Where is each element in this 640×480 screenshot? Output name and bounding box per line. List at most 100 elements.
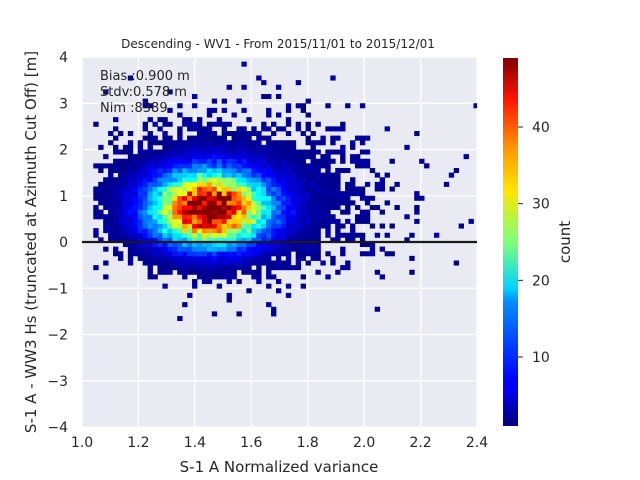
heatmap-cell — [108, 205, 114, 211]
heatmap-cell — [310, 163, 316, 169]
heatmap-cell — [182, 251, 188, 257]
chart-title: Descending - WV1 - From 2015/11/01 to 20… — [121, 37, 435, 51]
heatmap-cell — [325, 172, 331, 178]
heatmap-cell — [261, 205, 267, 211]
heatmap-cell — [271, 260, 277, 266]
heatmap-cell — [261, 200, 267, 206]
heatmap-cell — [320, 223, 326, 229]
heatmap-cell — [206, 195, 213, 201]
x-tick-label: 1.8 — [297, 435, 319, 451]
heatmap-cell — [192, 251, 198, 257]
heatmap-cell — [108, 131, 114, 137]
heatmap-cell — [216, 283, 223, 289]
heatmap-cell — [350, 154, 356, 160]
heatmap-cell — [172, 260, 178, 266]
heatmap-cell — [295, 260, 302, 266]
heatmap-cell — [127, 131, 134, 137]
heatmap-cell — [147, 237, 153, 243]
heatmap-cell — [266, 168, 272, 174]
heatmap-cell — [246, 200, 252, 206]
heatmap-cell — [206, 237, 213, 243]
heatmap-cell — [142, 172, 148, 178]
heatmap-cell — [152, 242, 158, 248]
heatmap-cell — [201, 172, 208, 178]
heatmap-cell — [256, 163, 262, 169]
heatmap-cell — [369, 251, 376, 257]
heatmap-cell — [108, 172, 114, 178]
heatmap-cell — [152, 214, 158, 220]
heatmap-cell — [201, 242, 208, 248]
heatmap-cell — [177, 214, 183, 220]
heatmap-cell — [246, 242, 252, 248]
heatmap-cell — [231, 181, 237, 187]
heatmap-cell — [325, 251, 331, 257]
heatmap-cell — [221, 121, 227, 127]
heatmap-cell — [359, 218, 366, 224]
heatmap-cell — [127, 242, 134, 248]
heatmap-cell — [364, 209, 371, 215]
heatmap-cell — [300, 218, 306, 224]
heatmap-cell — [162, 232, 168, 238]
heatmap-cell — [108, 209, 114, 215]
heatmap-cell — [320, 154, 326, 160]
heatmap-cell — [359, 209, 366, 215]
heatmap-cell — [231, 251, 237, 257]
heatmap-cell — [369, 242, 376, 248]
y-tick-label: 4 — [59, 50, 68, 66]
stdv-annotation: Stdv:0.578 m — [100, 85, 187, 100]
x-tick-label: 2.0 — [353, 435, 375, 451]
heatmap-cell — [300, 191, 306, 197]
heatmap-cell — [266, 154, 272, 160]
heatmap-cell — [152, 232, 158, 238]
heatmap-cell — [113, 149, 119, 155]
heatmap-cell — [162, 209, 168, 215]
heatmap-cell — [162, 265, 168, 271]
heatmap-cell — [147, 117, 153, 123]
heatmap-cell — [280, 237, 287, 243]
heatmap-cell — [310, 214, 316, 220]
heatmap-cell — [167, 158, 173, 164]
heatmap-cell — [132, 181, 139, 187]
heatmap-cell — [275, 255, 282, 261]
heatmap-cell — [108, 140, 114, 146]
heatmap-cell — [295, 195, 302, 201]
heatmap-cell — [271, 242, 277, 248]
heatmap-cell — [261, 232, 267, 238]
heatmap-cell — [271, 163, 277, 169]
heatmap-cell — [98, 191, 104, 197]
heatmap-cell — [300, 255, 306, 261]
heatmap-cell — [142, 228, 148, 234]
heatmap-cell — [137, 158, 144, 164]
heatmap-cell — [354, 205, 361, 211]
heatmap-cell — [211, 200, 218, 206]
heatmap-cell — [404, 214, 410, 220]
heatmap-cell — [192, 214, 198, 220]
heatmap-cell — [266, 186, 272, 192]
heatmap-cell — [196, 242, 203, 248]
heatmap-cell — [122, 163, 129, 169]
heatmap-cell — [335, 135, 341, 141]
heatmap-cell — [142, 126, 148, 132]
heatmap-cell — [315, 121, 321, 127]
heatmap-cell — [236, 144, 242, 150]
heatmap-cell — [108, 191, 114, 197]
heatmap-cell — [211, 242, 218, 248]
heatmap-cell — [187, 181, 193, 187]
heatmap-cell — [275, 158, 282, 164]
heatmap-cell — [206, 177, 213, 183]
heatmap-cell — [295, 214, 302, 220]
heatmap-cell — [147, 200, 153, 206]
heatmap-cell — [167, 260, 173, 266]
heatmap-cell — [177, 103, 183, 109]
heatmap-cell — [93, 205, 99, 211]
heatmap-cell — [246, 218, 252, 224]
heatmap-cell — [117, 209, 124, 215]
heatmap-cell — [315, 168, 321, 174]
heatmap-cell — [127, 149, 134, 155]
y-tick-label: 3 — [59, 96, 68, 112]
heatmap-cell — [98, 195, 104, 201]
heatmap-cell — [271, 251, 277, 257]
heatmap-cell — [93, 191, 99, 197]
heatmap-cell — [330, 214, 336, 220]
heatmap-cell — [196, 117, 203, 123]
